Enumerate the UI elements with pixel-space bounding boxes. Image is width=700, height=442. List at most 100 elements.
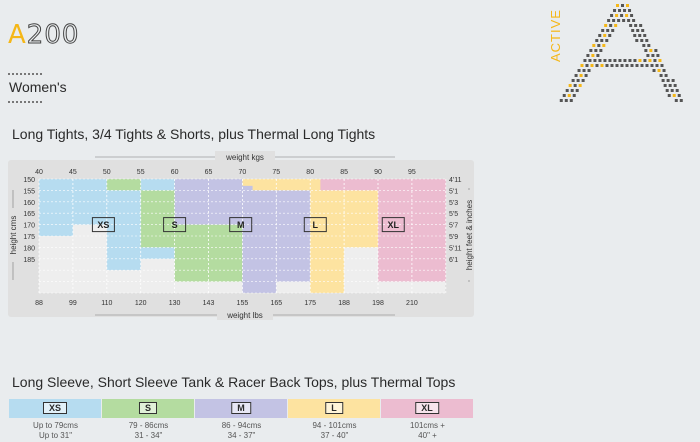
logo-dot xyxy=(662,69,666,72)
logo-dot xyxy=(596,54,600,57)
size-label-m: M xyxy=(237,220,245,230)
lbs-tick-label: 143 xyxy=(203,300,215,307)
logo-dot xyxy=(659,74,663,77)
tops-size-xs: XS xyxy=(9,399,101,418)
tops-size-range: 79 - 86cms 31 - 34" xyxy=(102,421,195,441)
logo-dot xyxy=(607,19,611,22)
logo-dot xyxy=(621,4,624,7)
chest-inches: 40" + xyxy=(418,431,437,440)
logo-dot xyxy=(585,64,589,67)
tops-size-range: 101cms +40" + xyxy=(381,421,474,441)
kg-tick-label: 75 xyxy=(272,169,280,176)
logo-dot xyxy=(605,39,609,42)
logo-dot xyxy=(559,99,563,102)
logo-dot xyxy=(595,64,599,67)
logo-dot xyxy=(656,54,660,57)
logo-dot xyxy=(577,69,581,72)
size-label-box-l xyxy=(303,217,327,233)
logo-dot xyxy=(600,39,604,42)
chest-cms: 86 - 94cms xyxy=(221,421,262,430)
size-zone-xl xyxy=(320,179,412,191)
category-heading: Women's xyxy=(9,79,67,95)
logo-dot xyxy=(679,99,683,102)
logo-dot xyxy=(564,99,568,102)
logo-dot xyxy=(643,59,647,62)
logo-dot xyxy=(591,54,595,57)
axis-title-bg xyxy=(217,309,273,320)
logo-dot xyxy=(630,14,634,17)
logo-dot xyxy=(610,64,614,67)
top-axis-title: weight kgs xyxy=(225,153,264,162)
logo-dot xyxy=(616,4,619,7)
cm-tick-label: 155 xyxy=(23,188,35,195)
lbs-tick-label: 175 xyxy=(304,300,316,307)
logo-dot xyxy=(575,89,579,92)
logo-dot xyxy=(636,29,640,32)
size-label-box-xs xyxy=(91,217,115,233)
chest-cms: 79 - 86cms xyxy=(128,421,169,430)
a200-logo: A200 xyxy=(8,20,80,51)
logo-dot xyxy=(670,89,674,92)
logo-dot xyxy=(653,59,657,62)
cm-tick-label: 165 xyxy=(23,211,35,218)
logo-dot xyxy=(605,64,609,67)
logo-dot xyxy=(618,59,622,62)
logo-dot xyxy=(594,49,598,52)
size-label-l: L xyxy=(313,220,319,230)
logo-dot xyxy=(572,94,576,97)
logo-dot xyxy=(590,64,594,67)
lbs-tick-label: 120 xyxy=(135,300,147,307)
logo-dot xyxy=(665,89,669,92)
logo-dot xyxy=(567,94,571,97)
logo-dot xyxy=(579,74,583,77)
logo-dot xyxy=(589,49,593,52)
logo-dot xyxy=(644,49,648,52)
logo-dot xyxy=(592,44,596,47)
cm-tick-label: 170 xyxy=(23,223,35,230)
kg-tick-label: 70 xyxy=(239,169,247,176)
ft-tick-label: 5'7 xyxy=(449,223,458,230)
logo-dot xyxy=(645,39,649,42)
logo-dot xyxy=(648,59,652,62)
logo-dot xyxy=(622,19,626,22)
cm-tick-label: 180 xyxy=(23,245,35,252)
logo-dot xyxy=(634,24,638,27)
logo-dot xyxy=(573,84,577,87)
cm-tick-label: 160 xyxy=(23,200,35,207)
logo-dot xyxy=(571,79,575,82)
logo-dot xyxy=(640,64,644,67)
logo-dot xyxy=(606,29,610,32)
logo-dot xyxy=(620,64,624,67)
lbs-tick-label: 188 xyxy=(338,300,350,307)
logo-dot xyxy=(626,4,629,7)
logo-dot xyxy=(660,64,664,67)
logo-dot xyxy=(584,74,588,77)
tops-size-s: S xyxy=(102,399,194,418)
tops-size-range: Up to 79cms Up to 31" xyxy=(9,421,102,441)
tops-size-label: S xyxy=(138,402,158,414)
logo-dot xyxy=(578,84,582,87)
kg-tick-label: 90 xyxy=(374,169,382,176)
logo-dot xyxy=(631,29,635,32)
logo-dot xyxy=(674,99,678,102)
logo-dot xyxy=(652,69,656,72)
size-zone-s xyxy=(106,179,141,191)
ft-tick-label: 5'3 xyxy=(449,200,458,207)
logo-dot xyxy=(628,9,632,12)
logo-dot xyxy=(600,64,604,67)
logo-dot xyxy=(650,64,654,67)
logo-dot xyxy=(601,29,605,32)
ft-tick-label: 5'1 xyxy=(449,188,458,195)
kg-tick-label: 65 xyxy=(205,169,213,176)
lbs-tick-label: 88 xyxy=(35,300,43,307)
lbs-tick-label: 198 xyxy=(372,300,384,307)
logo-dot xyxy=(647,44,651,47)
logo-dot xyxy=(643,34,647,37)
logo-dot xyxy=(615,14,619,17)
logo-dot xyxy=(630,64,634,67)
section-title-bottoms: Long Tights, 3/4 Tights & Shorts, plus T… xyxy=(12,126,376,142)
logo-dot xyxy=(613,9,617,12)
size-label-box-m xyxy=(229,217,253,233)
logo-dot xyxy=(625,14,629,17)
logo-dot xyxy=(608,34,612,37)
